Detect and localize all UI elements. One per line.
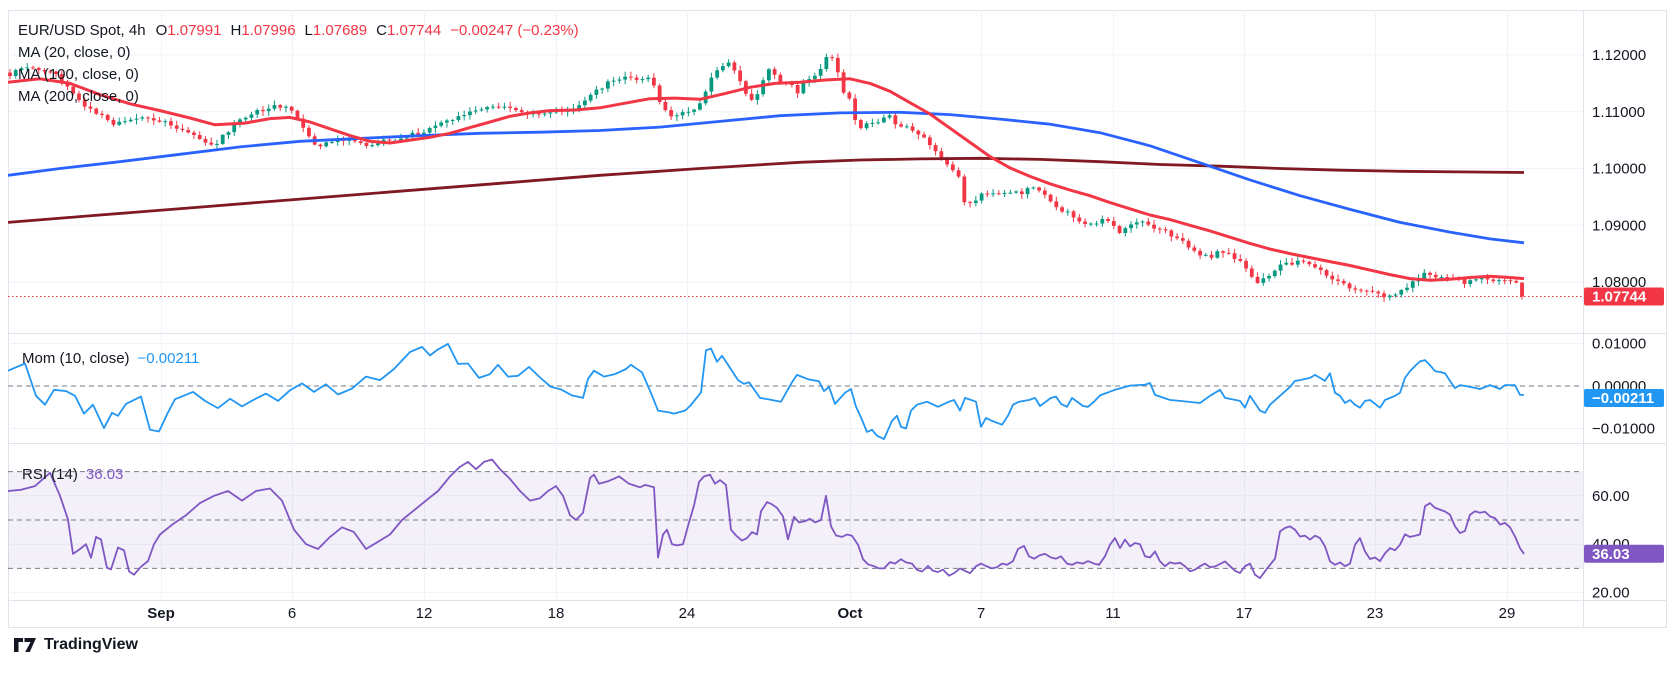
change-value: −0.00247 (−0.23%): [450, 22, 579, 39]
moving-averages: [8, 77, 1525, 282]
close-value: 1.07744: [386, 22, 442, 39]
svg-text:1.09000: 1.09000: [1592, 217, 1646, 234]
svg-text:0.01000: 0.01000: [1592, 336, 1646, 353]
momentum-value: −0.00211: [137, 350, 200, 367]
tradingview-watermark-text: TradingView: [44, 636, 138, 653]
tradingview-watermark-link[interactable]: TradingView: [14, 636, 138, 654]
svg-text:1.07744: 1.07744: [1592, 289, 1647, 306]
svg-text:−0.00211: −0.00211: [1592, 390, 1654, 407]
last-price-badge: 1.07744: [1584, 287, 1664, 306]
ma100-label: MA (100, close, 0): [18, 66, 139, 83]
svg-text:18: 18: [548, 605, 565, 622]
svg-text:7: 7: [977, 605, 985, 622]
rsi-value-badge: 36.03: [1584, 544, 1664, 563]
price-pane-legend: EUR/USD Spot, 4h O1.07991 H1.07996 L1.07689…: [18, 20, 579, 108]
ma100-legend-row[interactable]: MA (100, close, 0): [18, 64, 579, 86]
svg-text:11: 11: [1105, 605, 1121, 622]
svg-text:36.03: 36.03: [1592, 546, 1630, 563]
svg-text:1.11000: 1.11000: [1592, 104, 1645, 121]
svg-text:29: 29: [1499, 605, 1516, 622]
rsi-legend-row[interactable]: RSI (14) 36.03: [22, 466, 123, 483]
low-label: L: [304, 22, 313, 39]
svg-text:1.12000: 1.12000: [1592, 47, 1646, 64]
svg-text:Oct: Oct: [837, 605, 862, 622]
open-label: O: [155, 22, 168, 39]
close-label: C: [376, 22, 387, 39]
momentum-pane[interactable]: [8, 343, 1525, 440]
open-value: 1.07991: [167, 22, 222, 39]
momentum-legend-row[interactable]: Mom (10, close) −0.00211: [22, 350, 199, 367]
svg-text:60.00: 60.00: [1592, 488, 1630, 505]
svg-text:Sep: Sep: [147, 605, 175, 622]
rsi-pane[interactable]: [8, 458, 1525, 579]
svg-text:24: 24: [679, 605, 696, 622]
svg-text:6: 6: [288, 605, 296, 622]
symbol-legend-row[interactable]: EUR/USD Spot, 4h O1.07991 H1.07996 L1.07689…: [18, 20, 579, 42]
time-scale[interactable]: Sep 6 12 18 24 Oct 7 11 17 23 29: [147, 605, 1515, 622]
svg-text:12: 12: [416, 605, 433, 622]
svg-text:1.10000: 1.10000: [1592, 161, 1646, 178]
ma200-label: MA (200, close, 0): [18, 88, 139, 105]
ma200-line: [8, 156, 1525, 224]
rsi-line: [8, 458, 1525, 579]
momentum-line: [8, 343, 1525, 440]
ma20-line: [8, 77, 1525, 282]
momentum-label: Mom (10, close): [22, 350, 130, 367]
ma20-legend-row[interactable]: MA (20, close, 0): [18, 42, 579, 64]
svg-text:20.00: 20.00: [1592, 585, 1630, 602]
svg-text:17: 17: [1236, 605, 1253, 622]
symbol-title: EUR/USD Spot, 4h: [18, 22, 146, 39]
high-label: H: [230, 22, 242, 39]
ma20-label: MA (20, close, 0): [18, 44, 131, 61]
rsi-value: 36.03: [85, 466, 124, 483]
svg-text:23: 23: [1367, 605, 1384, 622]
ma100-line: [8, 110, 1525, 245]
svg-text:1.08000: 1.08000: [1592, 274, 1646, 291]
high-value: 1.07996: [241, 22, 296, 39]
tradingview-logo-icon: [14, 638, 36, 652]
rsi-label: RSI (14): [22, 466, 78, 483]
low-value: 1.07689: [312, 22, 368, 39]
svg-text:−0.01000: −0.01000: [1592, 421, 1655, 438]
ma200-legend-row[interactable]: MA (200, close, 0): [18, 86, 579, 108]
momentum-value-badge: −0.00211: [1584, 388, 1664, 407]
